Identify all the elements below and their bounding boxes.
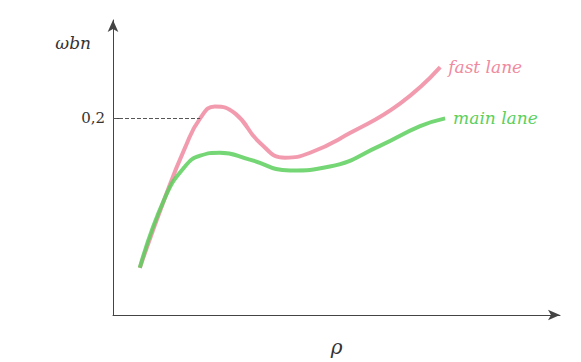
svg-text:0,2: 0,2 (81, 109, 105, 127)
svg-text:main lane: main lane (453, 108, 538, 128)
svg-text:fast lane: fast lane (446, 57, 522, 77)
svg-text:ωbn: ωbn (55, 33, 91, 53)
svg-text:ρ: ρ (330, 335, 343, 359)
